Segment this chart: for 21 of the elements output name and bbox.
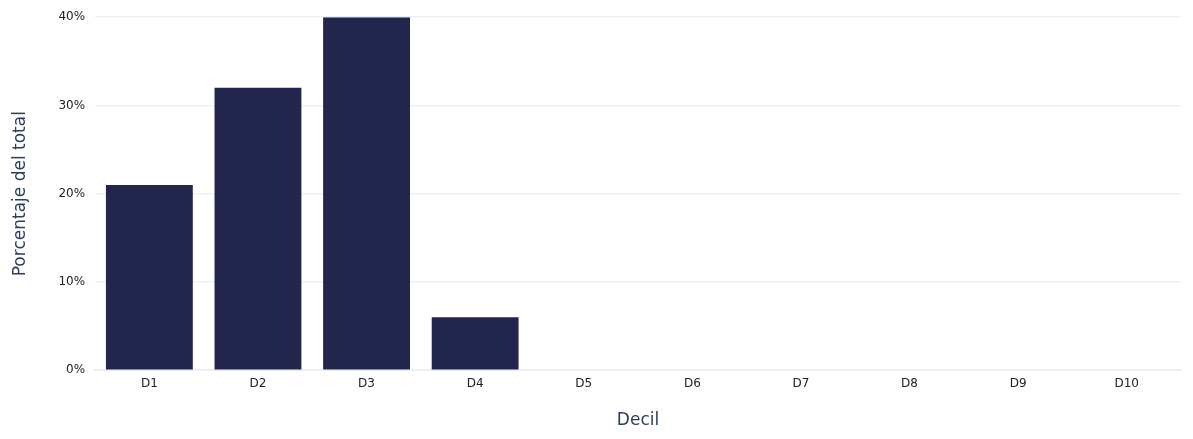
x-tick-label: D8: [901, 375, 918, 390]
x-axis-title: Decil: [616, 409, 660, 430]
x-tick-label: D10: [1114, 375, 1139, 390]
y-tick-label: 10%: [58, 274, 86, 289]
x-tick-label: D2: [249, 375, 267, 390]
y-axis-title: Porcentaje del total: [8, 111, 29, 277]
bar: [323, 17, 410, 370]
x-tick-label: D1: [140, 375, 158, 390]
y-tick-label: 30%: [58, 97, 86, 112]
x-tick-label: D9: [1009, 375, 1027, 390]
bar: [105, 184, 193, 370]
y-tick-label: 40%: [58, 9, 86, 24]
x-tick-label: D5: [575, 375, 593, 390]
x-tick-label: D7: [792, 375, 810, 390]
x-tick-label: D6: [683, 375, 701, 390]
x-tick-label: D3: [358, 375, 375, 390]
y-tick-label: 20%: [58, 185, 86, 200]
bar: [431, 317, 519, 370]
y-tick-label: 0%: [66, 362, 86, 377]
x-tick-label: D4: [466, 375, 484, 390]
bar: [214, 87, 302, 370]
